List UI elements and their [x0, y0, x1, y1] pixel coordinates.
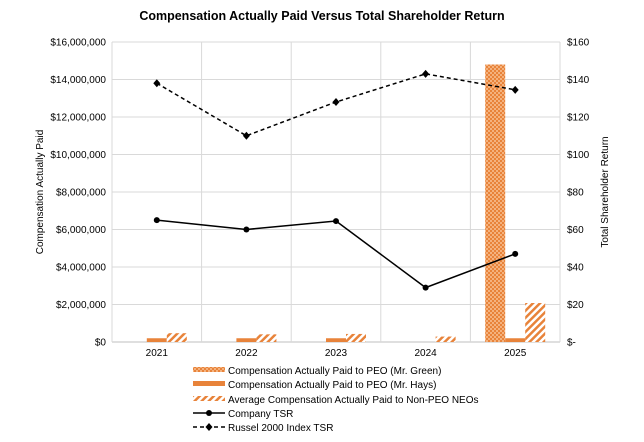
line-point-marker — [153, 217, 160, 224]
legend: Compensation Actually Paid to PEO (Mr. G… — [193, 366, 479, 434]
y-left-tick-label: $0 — [95, 338, 107, 349]
legend-swatch-solid — [193, 381, 225, 386]
legend-label: Average Compensation Actually Paid to No… — [228, 395, 479, 406]
y-axis-right-label: Total Shareholder Return — [600, 136, 611, 247]
legend-marker-diamond — [205, 423, 213, 431]
gridlines — [111, 41, 561, 343]
bar-checker — [485, 64, 506, 342]
line-point-marker — [242, 131, 250, 140]
y-right-tick-label: $100 — [567, 150, 590, 161]
y-right-tick-label: $- — [567, 338, 576, 349]
y-right-tick-label: $140 — [567, 75, 590, 86]
x-tick-label: 2022 — [235, 348, 258, 359]
line-point-marker — [333, 218, 339, 225]
legend-swatch-checker — [193, 367, 225, 372]
y-left-tick-label: $2,000,000 — [56, 300, 106, 311]
y-right-tick-label: $20 — [567, 300, 584, 311]
bars — [146, 64, 546, 342]
chart-title: Compensation Actually Paid Versus Total … — [139, 9, 504, 23]
y-right-tick-label: $160 — [567, 38, 590, 49]
x-tick-label: 2023 — [325, 348, 348, 359]
x-tick-label: 2024 — [414, 348, 437, 359]
line-point-marker — [332, 98, 340, 106]
lines — [153, 69, 519, 291]
line-point-marker — [153, 79, 161, 88]
legend-label: Company TSR — [228, 409, 293, 420]
bar-diagonal — [256, 334, 277, 342]
y-left-tick-label: $12,000,000 — [50, 113, 106, 124]
x-tick-label: 2021 — [146, 348, 169, 359]
bar-solid — [326, 338, 346, 342]
y-right-tick-label: $80 — [567, 188, 584, 199]
bar-diagonal — [346, 333, 366, 342]
y-right-tick-label: $40 — [567, 263, 584, 274]
x-tick-label: 2025 — [504, 348, 527, 359]
bar-diagonal — [435, 336, 456, 342]
bar-diagonal — [166, 333, 187, 342]
y-left-tick-label: $6,000,000 — [56, 225, 106, 236]
line-point-marker — [243, 226, 250, 233]
line-company-tsr — [156, 219, 516, 289]
line-point-marker — [511, 85, 519, 94]
y-axis-left-label: Compensation Actually Paid — [35, 130, 46, 255]
bar-diagonal — [525, 303, 546, 342]
y-right-tick-label: $60 — [567, 225, 584, 236]
y-left-tick-label: $14,000,000 — [50, 75, 106, 86]
tick-labels: $0 $2,000,000 $4,000,000 $6,000,000 $8,000,0… — [50, 38, 589, 360]
y-left-tick-label: $10,000,000 — [50, 150, 106, 161]
y-left-tick-label: $16,000,000 — [50, 38, 106, 49]
legend-swatch-diagonal — [193, 396, 225, 401]
y-left-tick-label: $4,000,000 — [56, 263, 106, 274]
y-left-tick-label: $8,000,000 — [56, 188, 106, 199]
legend-label: Compensation Actually Paid to PEO (Mr. G… — [228, 366, 441, 377]
y-right-tick-label: $120 — [567, 113, 590, 124]
bar-solid — [505, 338, 526, 342]
bar-solid — [236, 338, 257, 342]
bar-solid — [146, 338, 167, 342]
line-point-marker — [512, 250, 519, 257]
line-point-marker — [422, 284, 429, 291]
legend-marker-circle — [206, 410, 212, 416]
legend-label: Compensation Actually Paid to PEO (Mr. H… — [228, 380, 436, 391]
line-point-marker — [422, 69, 430, 78]
legend-label: Russel 2000 Index TSR — [228, 423, 333, 434]
